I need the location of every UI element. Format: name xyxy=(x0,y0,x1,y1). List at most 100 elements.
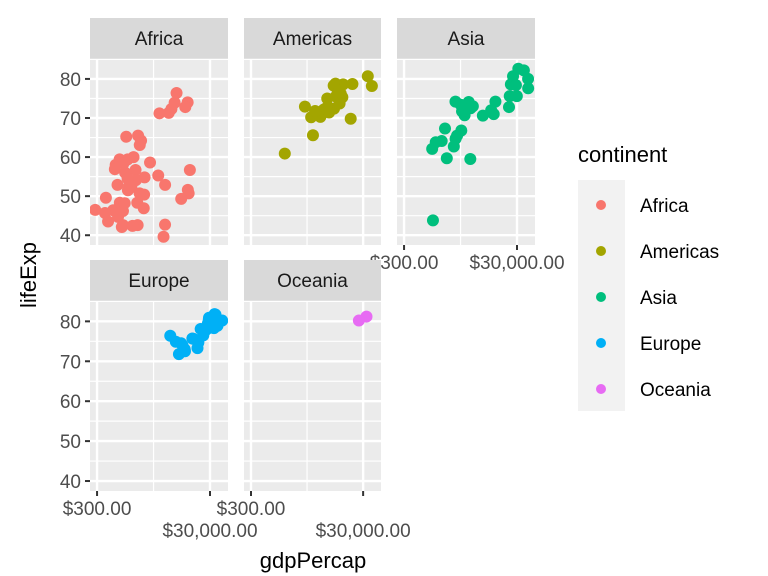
legend-entry-africa: Africa xyxy=(596,196,689,217)
facet-strip-label: Oceania xyxy=(277,271,348,292)
data-point xyxy=(503,90,516,103)
data-point xyxy=(522,72,535,85)
x-tick-label: $300.00 xyxy=(370,253,439,274)
data-point xyxy=(454,98,467,111)
data-point xyxy=(117,157,130,170)
data-point xyxy=(168,96,181,109)
y-axis-title: lifeExp xyxy=(16,242,41,308)
y-tick-label: 50 xyxy=(60,187,81,208)
points xyxy=(278,70,378,160)
facet-panel-africa: Africa 40 50 60 70 80 xyxy=(60,18,228,247)
data-point xyxy=(170,86,183,99)
data-point xyxy=(298,100,311,113)
legend-title: continent xyxy=(578,142,667,167)
y-tick-label: 80 xyxy=(60,70,81,91)
data-point xyxy=(152,169,165,182)
data-point xyxy=(159,218,172,231)
data-point xyxy=(111,178,124,191)
data-point xyxy=(159,178,172,191)
data-point xyxy=(99,191,112,204)
data-point xyxy=(344,112,357,125)
y-tick-label: 50 xyxy=(60,432,81,453)
legend-key xyxy=(596,384,606,394)
y-tick-label: 40 xyxy=(60,472,81,493)
data-point xyxy=(309,104,322,117)
data-point xyxy=(133,187,146,200)
data-point xyxy=(102,215,115,228)
legend-key xyxy=(596,200,606,210)
data-point xyxy=(489,95,502,108)
data-point xyxy=(278,147,291,160)
panel-background xyxy=(244,59,381,245)
data-point xyxy=(118,197,131,210)
data-point xyxy=(439,122,452,135)
x-tick-label: $30,000.00 xyxy=(469,253,564,274)
facet-strip xyxy=(244,260,381,301)
data-point xyxy=(522,82,535,95)
x-tick-label: $30,000.00 xyxy=(162,521,257,542)
data-point xyxy=(121,184,134,197)
data-point xyxy=(352,314,365,327)
points xyxy=(426,62,535,227)
x-axis-title: gdpPercap xyxy=(260,548,366,573)
legend: continent Africa Americas Asia Europe Oceani… xyxy=(578,142,719,411)
data-point xyxy=(464,153,477,166)
data-point xyxy=(175,192,188,205)
legend-key xyxy=(596,338,606,348)
legend-entry-europe: Europe xyxy=(596,334,701,355)
data-point xyxy=(120,130,133,143)
legend-label: Americas xyxy=(640,242,719,263)
data-point xyxy=(509,79,522,92)
points xyxy=(164,308,228,361)
facet-strip xyxy=(244,18,381,59)
facet-strip-label: Asia xyxy=(448,29,485,50)
legend-key xyxy=(596,292,606,302)
facet-panel-oceania: Oceania $300.00 $30,000.00 xyxy=(217,260,411,542)
data-point xyxy=(447,140,460,153)
data-point xyxy=(440,152,453,165)
legend-entry-asia: Asia xyxy=(596,288,677,309)
data-point xyxy=(153,107,166,120)
data-point xyxy=(476,109,489,122)
data-point xyxy=(306,129,319,142)
facet-panel-asia: Asia $300.00 $30,000.00 xyxy=(370,18,565,274)
data-point xyxy=(426,214,439,227)
y-tick-label: 70 xyxy=(60,352,81,373)
legend-entry-oceania: Oceania xyxy=(596,380,711,401)
data-point xyxy=(323,106,336,119)
data-point xyxy=(331,86,344,99)
data-point xyxy=(192,336,205,349)
y-tick-label: 40 xyxy=(60,226,81,247)
data-point xyxy=(108,163,121,176)
data-point xyxy=(132,129,145,142)
points xyxy=(90,86,196,243)
data-point xyxy=(503,101,516,114)
legend-label: Africa xyxy=(640,196,689,217)
legend-key xyxy=(596,246,606,256)
data-point xyxy=(116,219,129,232)
data-point xyxy=(126,219,139,232)
data-point xyxy=(179,101,192,114)
y-tick-label: 70 xyxy=(60,109,81,130)
panel-background xyxy=(244,301,381,491)
data-point xyxy=(451,129,464,142)
data-point xyxy=(90,203,102,216)
x-tick-label: $30,000.00 xyxy=(316,521,411,542)
legend-label: Oceania xyxy=(640,380,711,401)
data-point xyxy=(181,183,194,196)
x-tick-label: $300.00 xyxy=(217,499,286,520)
data-point xyxy=(162,106,175,119)
data-point xyxy=(172,348,185,361)
facet-strip-label: Africa xyxy=(135,29,184,50)
facet-strip xyxy=(90,18,228,59)
y-tick-label: 60 xyxy=(60,148,81,169)
facet-panel-americas: Americas xyxy=(244,18,381,245)
y-tick-label: 80 xyxy=(60,312,81,333)
data-point xyxy=(144,156,157,169)
data-point xyxy=(429,136,442,149)
facet-panel-europe: Europe 40 50 60 70 80 $300.00 $30,000.00 xyxy=(60,260,258,542)
data-point xyxy=(206,317,219,330)
facet-strip xyxy=(397,18,535,59)
data-point xyxy=(133,138,146,151)
